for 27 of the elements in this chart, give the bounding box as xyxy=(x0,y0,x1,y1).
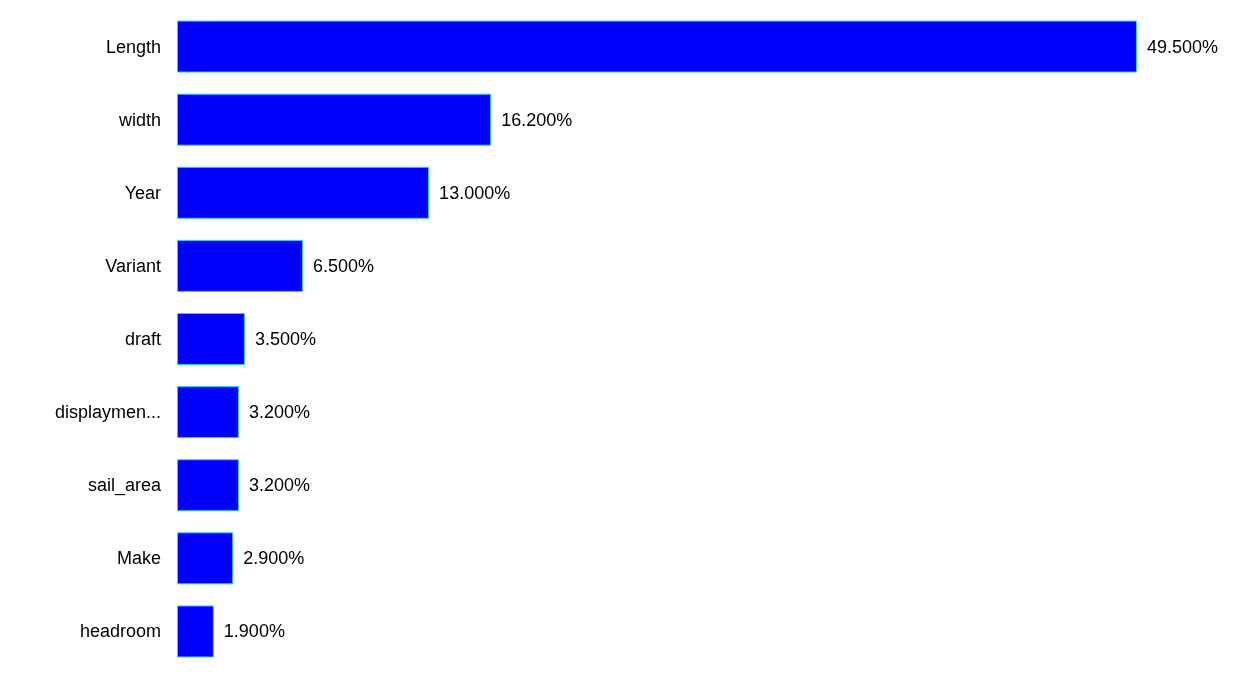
y-tick-label: Length xyxy=(105,36,161,57)
y-tick-label: Make xyxy=(116,548,161,569)
bar xyxy=(177,313,245,365)
y-tick-label: Variant xyxy=(105,255,161,276)
y-tick-label: sail_area xyxy=(87,475,162,497)
bar xyxy=(177,532,234,585)
y-tick-label: draft xyxy=(124,329,161,349)
data-label: 1.900% xyxy=(223,621,285,642)
bar xyxy=(177,239,304,292)
bar xyxy=(177,93,492,146)
bar xyxy=(177,459,240,512)
y-tick-label: headroom xyxy=(79,621,161,642)
y-tick-label: Year xyxy=(124,182,161,203)
y-tick-label: width xyxy=(117,109,161,130)
bar xyxy=(177,20,1137,73)
data-label: 3.200% xyxy=(249,402,311,423)
data-label: 13.000% xyxy=(439,182,511,203)
data-label: 3.200% xyxy=(249,475,311,496)
data-label: 6.500% xyxy=(313,255,375,276)
bar xyxy=(177,166,430,219)
bar xyxy=(177,605,214,658)
data-label: 2.900% xyxy=(243,548,305,569)
data-label: 49.500% xyxy=(1147,36,1219,57)
y-tick-label: displaymen... xyxy=(54,402,161,423)
data-label: 3.500% xyxy=(254,329,316,349)
data-label: 16.200% xyxy=(501,109,573,130)
bar xyxy=(177,386,240,439)
